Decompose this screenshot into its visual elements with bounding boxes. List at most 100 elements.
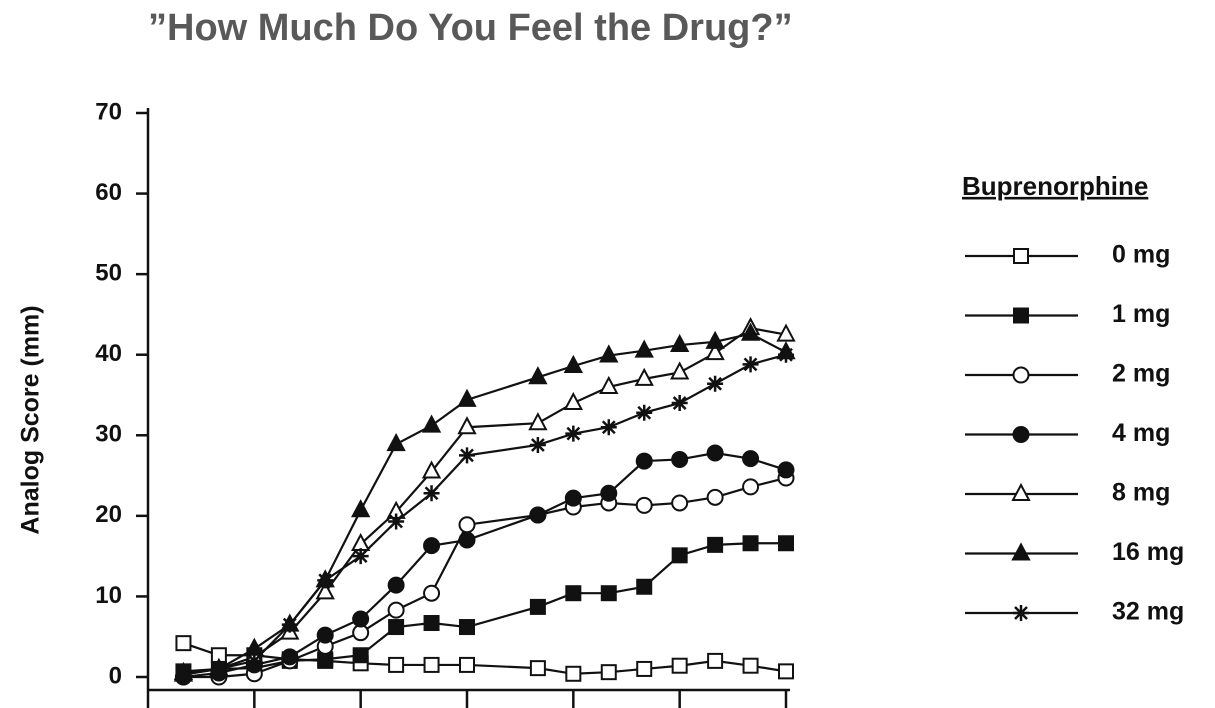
marker (458, 531, 476, 549)
marker (564, 489, 582, 507)
chart-title: ”How Much Do You Feel the Drug?” (148, 7, 793, 49)
marker (705, 341, 725, 361)
marker (706, 488, 724, 506)
marker (175, 666, 192, 683)
marker (175, 635, 192, 652)
marker (388, 513, 405, 530)
marker (634, 339, 654, 358)
marker (706, 444, 724, 462)
marker (315, 581, 335, 600)
y-tick-label: 30 (95, 421, 122, 448)
legend-title: Buprenorphine (962, 171, 1148, 201)
marker (421, 460, 442, 479)
marker (600, 419, 617, 436)
marker (1011, 482, 1031, 501)
marker (1013, 605, 1029, 621)
marker (529, 506, 547, 524)
marker (742, 535, 759, 552)
marker (459, 447, 475, 464)
marker (423, 656, 440, 673)
y-tick-label: 40 (95, 340, 122, 367)
marker (671, 657, 688, 674)
marker (565, 665, 582, 682)
marker (777, 461, 795, 479)
marker (742, 478, 760, 496)
marker (740, 322, 761, 341)
marker (246, 652, 263, 669)
marker (742, 356, 759, 373)
marker (670, 361, 690, 380)
marker (565, 585, 582, 602)
marker (1011, 542, 1031, 561)
marker (351, 499, 371, 518)
marker (459, 619, 475, 636)
marker (636, 578, 653, 595)
marker (529, 436, 546, 453)
marker (458, 516, 476, 534)
marker (707, 375, 724, 392)
series-line (183, 332, 787, 676)
marker (529, 598, 546, 615)
marker (423, 485, 440, 502)
marker (635, 452, 653, 470)
marker (457, 416, 477, 435)
marker (317, 572, 334, 589)
marker (528, 412, 548, 431)
marker (600, 585, 617, 602)
marker (1012, 426, 1030, 443)
marker (705, 330, 725, 349)
series-line (183, 542, 786, 673)
marker (1013, 248, 1029, 264)
marker (599, 344, 619, 363)
marker (670, 333, 690, 353)
marker (707, 536, 724, 553)
marker (778, 346, 794, 363)
marker (636, 660, 653, 677)
legend-label: 0 mg (1112, 241, 1170, 269)
legend-label: 32 mg (1112, 598, 1184, 626)
legend-label: 16 mg (1112, 538, 1184, 566)
marker (1012, 366, 1030, 384)
marker (351, 532, 371, 552)
marker (563, 391, 583, 411)
marker (281, 648, 299, 666)
legend-label: 8 mg (1112, 479, 1170, 507)
y-axis-label: Analog Score (mm) (17, 305, 45, 534)
marker (459, 656, 475, 673)
marker (281, 616, 298, 633)
marker (600, 664, 617, 681)
marker (671, 494, 689, 512)
marker (778, 663, 794, 680)
series-line (183, 476, 787, 679)
marker (600, 484, 618, 502)
marker (565, 425, 582, 442)
legend-label: 4 mg (1112, 419, 1170, 447)
marker (635, 496, 653, 514)
marker (423, 615, 440, 632)
marker (387, 601, 405, 619)
marker (634, 367, 654, 386)
marker (529, 660, 546, 677)
marker (423, 537, 441, 555)
marker (742, 450, 760, 468)
marker (352, 610, 370, 628)
series-line (183, 353, 787, 676)
marker (671, 395, 688, 412)
marker (1013, 307, 1029, 324)
series-line (183, 642, 787, 675)
y-tick-label: 60 (95, 179, 122, 206)
marker (352, 548, 369, 565)
marker (563, 354, 583, 373)
y-tick-label: 50 (95, 259, 122, 286)
marker (528, 366, 548, 385)
legend-label: 1 mg (1112, 300, 1170, 328)
marker (387, 576, 405, 594)
legend-label: 2 mg (1112, 360, 1170, 388)
marker (776, 323, 796, 342)
marker (671, 450, 689, 468)
marker (778, 535, 794, 552)
marker (599, 375, 619, 394)
y-tick-label: 20 (95, 501, 122, 528)
marker (210, 660, 227, 677)
